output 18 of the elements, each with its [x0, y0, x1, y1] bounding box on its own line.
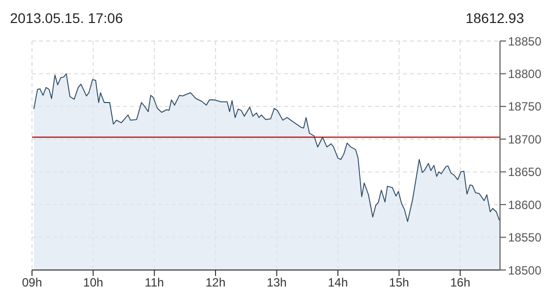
x-tick-label: 11h — [144, 276, 164, 290]
y-tick-label: 18800 — [508, 66, 542, 81]
y-tick-label: 18700 — [508, 132, 542, 146]
chart-title: 2013.05.15. 17:06 — [10, 10, 123, 26]
y-tick-label: 18550 — [508, 230, 542, 245]
x-tick-label: 14h — [328, 276, 348, 290]
y-tick-label: 18600 — [508, 198, 542, 212]
y-tick-label: 18650 — [508, 165, 542, 180]
x-tick-label: 09h — [22, 276, 42, 290]
chart-subtitle: 18612.93 — [466, 10, 524, 26]
y-tick-label: 18750 — [508, 100, 542, 114]
x-tick-label: 15h — [389, 276, 410, 290]
x-tick-label: 12h — [206, 276, 226, 290]
x-tick-label: 13h — [266, 276, 287, 290]
y-tick-label: 18500 — [508, 263, 542, 278]
x-tick-label: 16h — [450, 276, 470, 290]
x-tick-label: 10h — [83, 276, 104, 290]
y-tick-label: 18850 — [508, 34, 542, 48]
